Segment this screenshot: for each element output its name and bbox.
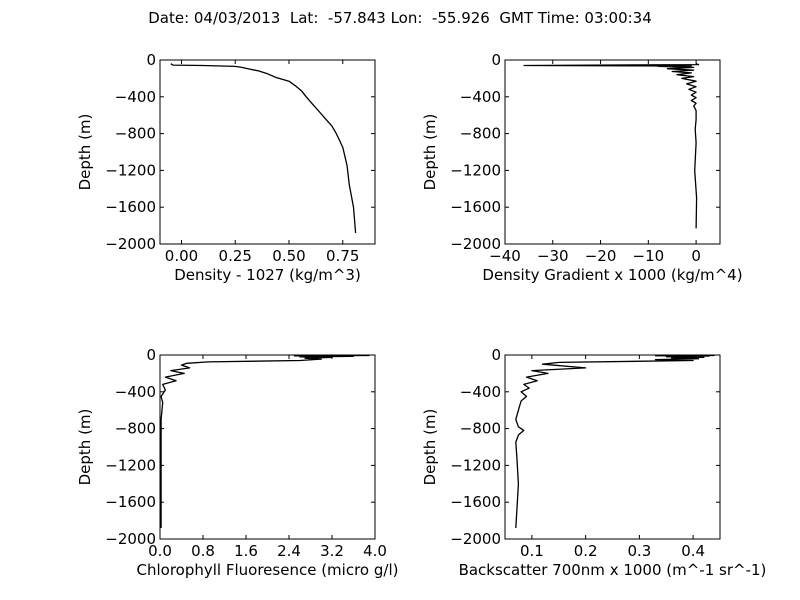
x-tick-label: 0.8 [191,542,215,560]
figure-title: Date: 04/03/2013 Lat: -57.843 Lon: -55.9… [148,9,652,27]
x-tick-label: 4.0 [363,542,387,560]
series-line-chlorophyll [160,354,370,528]
x-tick-label: 0.50 [272,247,305,265]
x-tick-label: 2.4 [277,542,301,560]
y-tick-label: −2000 [450,530,501,548]
y-tick-label: −2000 [450,235,501,253]
y-tick-label: −1600 [105,198,156,216]
x-tick-label: 0 [691,247,701,265]
y-axis-label: Depth (m) [76,409,94,486]
series-line-backscatter [515,354,715,529]
plot-frame-backscatter [504,354,721,540]
y-tick-label: 0 [146,51,156,69]
y-tick-label: −1200 [450,456,501,474]
x-axis-label: Chlorophyll Fluoresence (micro g/l) [137,561,399,579]
y-tick-label: −400 [460,88,501,106]
x-axis-label: Density Gradient x 1000 (kg/m^4) [482,266,742,284]
x-axis-label: Backscatter 700nm x 1000 (m^-1 sr^-1) [459,561,767,579]
x-tick-label: −20 [585,247,617,265]
y-tick-label: −800 [460,125,501,143]
plot-frame-chlorophyll [159,354,376,540]
y-tick-label: −1600 [450,493,501,511]
x-tick-label: −30 [537,247,569,265]
y-tick-label: 0 [146,346,156,364]
subplot-density: 0.00 0.25 0.50 0.75 0 −400 −800 −1200 −1600 −2000… [76,51,376,284]
y-tick-label: −800 [115,125,156,143]
y-tick-label: −400 [115,88,156,106]
x-tick-label: 0.1 [520,542,544,560]
x-tick-label: 0.4 [681,542,705,560]
x-tick-label: 3.2 [320,542,344,560]
x-tick-label: 0.0 [148,542,172,560]
x-tick-label: 0.2 [574,542,598,560]
y-tick-label: −800 [460,420,501,438]
y-tick-label: −400 [115,383,156,401]
y-tick-label: −1600 [450,198,501,216]
x-tick-label: 0.00 [165,247,198,265]
x-tick-label: 0.75 [326,247,359,265]
y-axis-label: Depth (m) [421,409,439,486]
y-tick-label: −1200 [105,456,156,474]
y-tick-label: −2000 [105,530,156,548]
series-line-density-gradient [523,63,700,229]
y-axis-label: Depth (m) [76,114,94,191]
y-tick-label: −800 [115,420,156,438]
x-tick-label: 1.6 [234,542,258,560]
subplot-backscatter: 0.1 0.2 0.3 0.4 0 −400 −800 −1200 −1600 −2000 Back… [421,346,766,579]
subplot-chlorophyll: 0.0 0.8 1.6 2.4 3.2 4.0 0 −400 −800 −1200 −1600 −20… [76,346,398,579]
plot-frame-density [159,59,376,245]
y-tick-label: 0 [491,346,501,364]
x-tick-label: 0.3 [627,542,651,560]
y-axis-label: Depth (m) [421,114,439,191]
subplot-density-gradient: −40 −30 −20 −10 0 0 −400 −800 −1200 −1600 −2000 Den… [421,51,743,284]
y-tick-label: −2000 [105,235,156,253]
y-tick-label: −1600 [105,493,156,511]
x-axis-label: Density - 1027 (kg/m^3) [174,266,361,284]
x-tick-label: 0.25 [219,247,252,265]
y-tick-label: 0 [491,51,501,69]
x-tick-label: −10 [633,247,665,265]
x-tick-label: −40 [489,247,521,265]
series-line-density [170,63,357,234]
y-tick-label: −1200 [450,161,501,179]
plot-frame-density-gradient [504,59,721,245]
y-tick-label: −1200 [105,161,156,179]
y-tick-label: −400 [460,383,501,401]
